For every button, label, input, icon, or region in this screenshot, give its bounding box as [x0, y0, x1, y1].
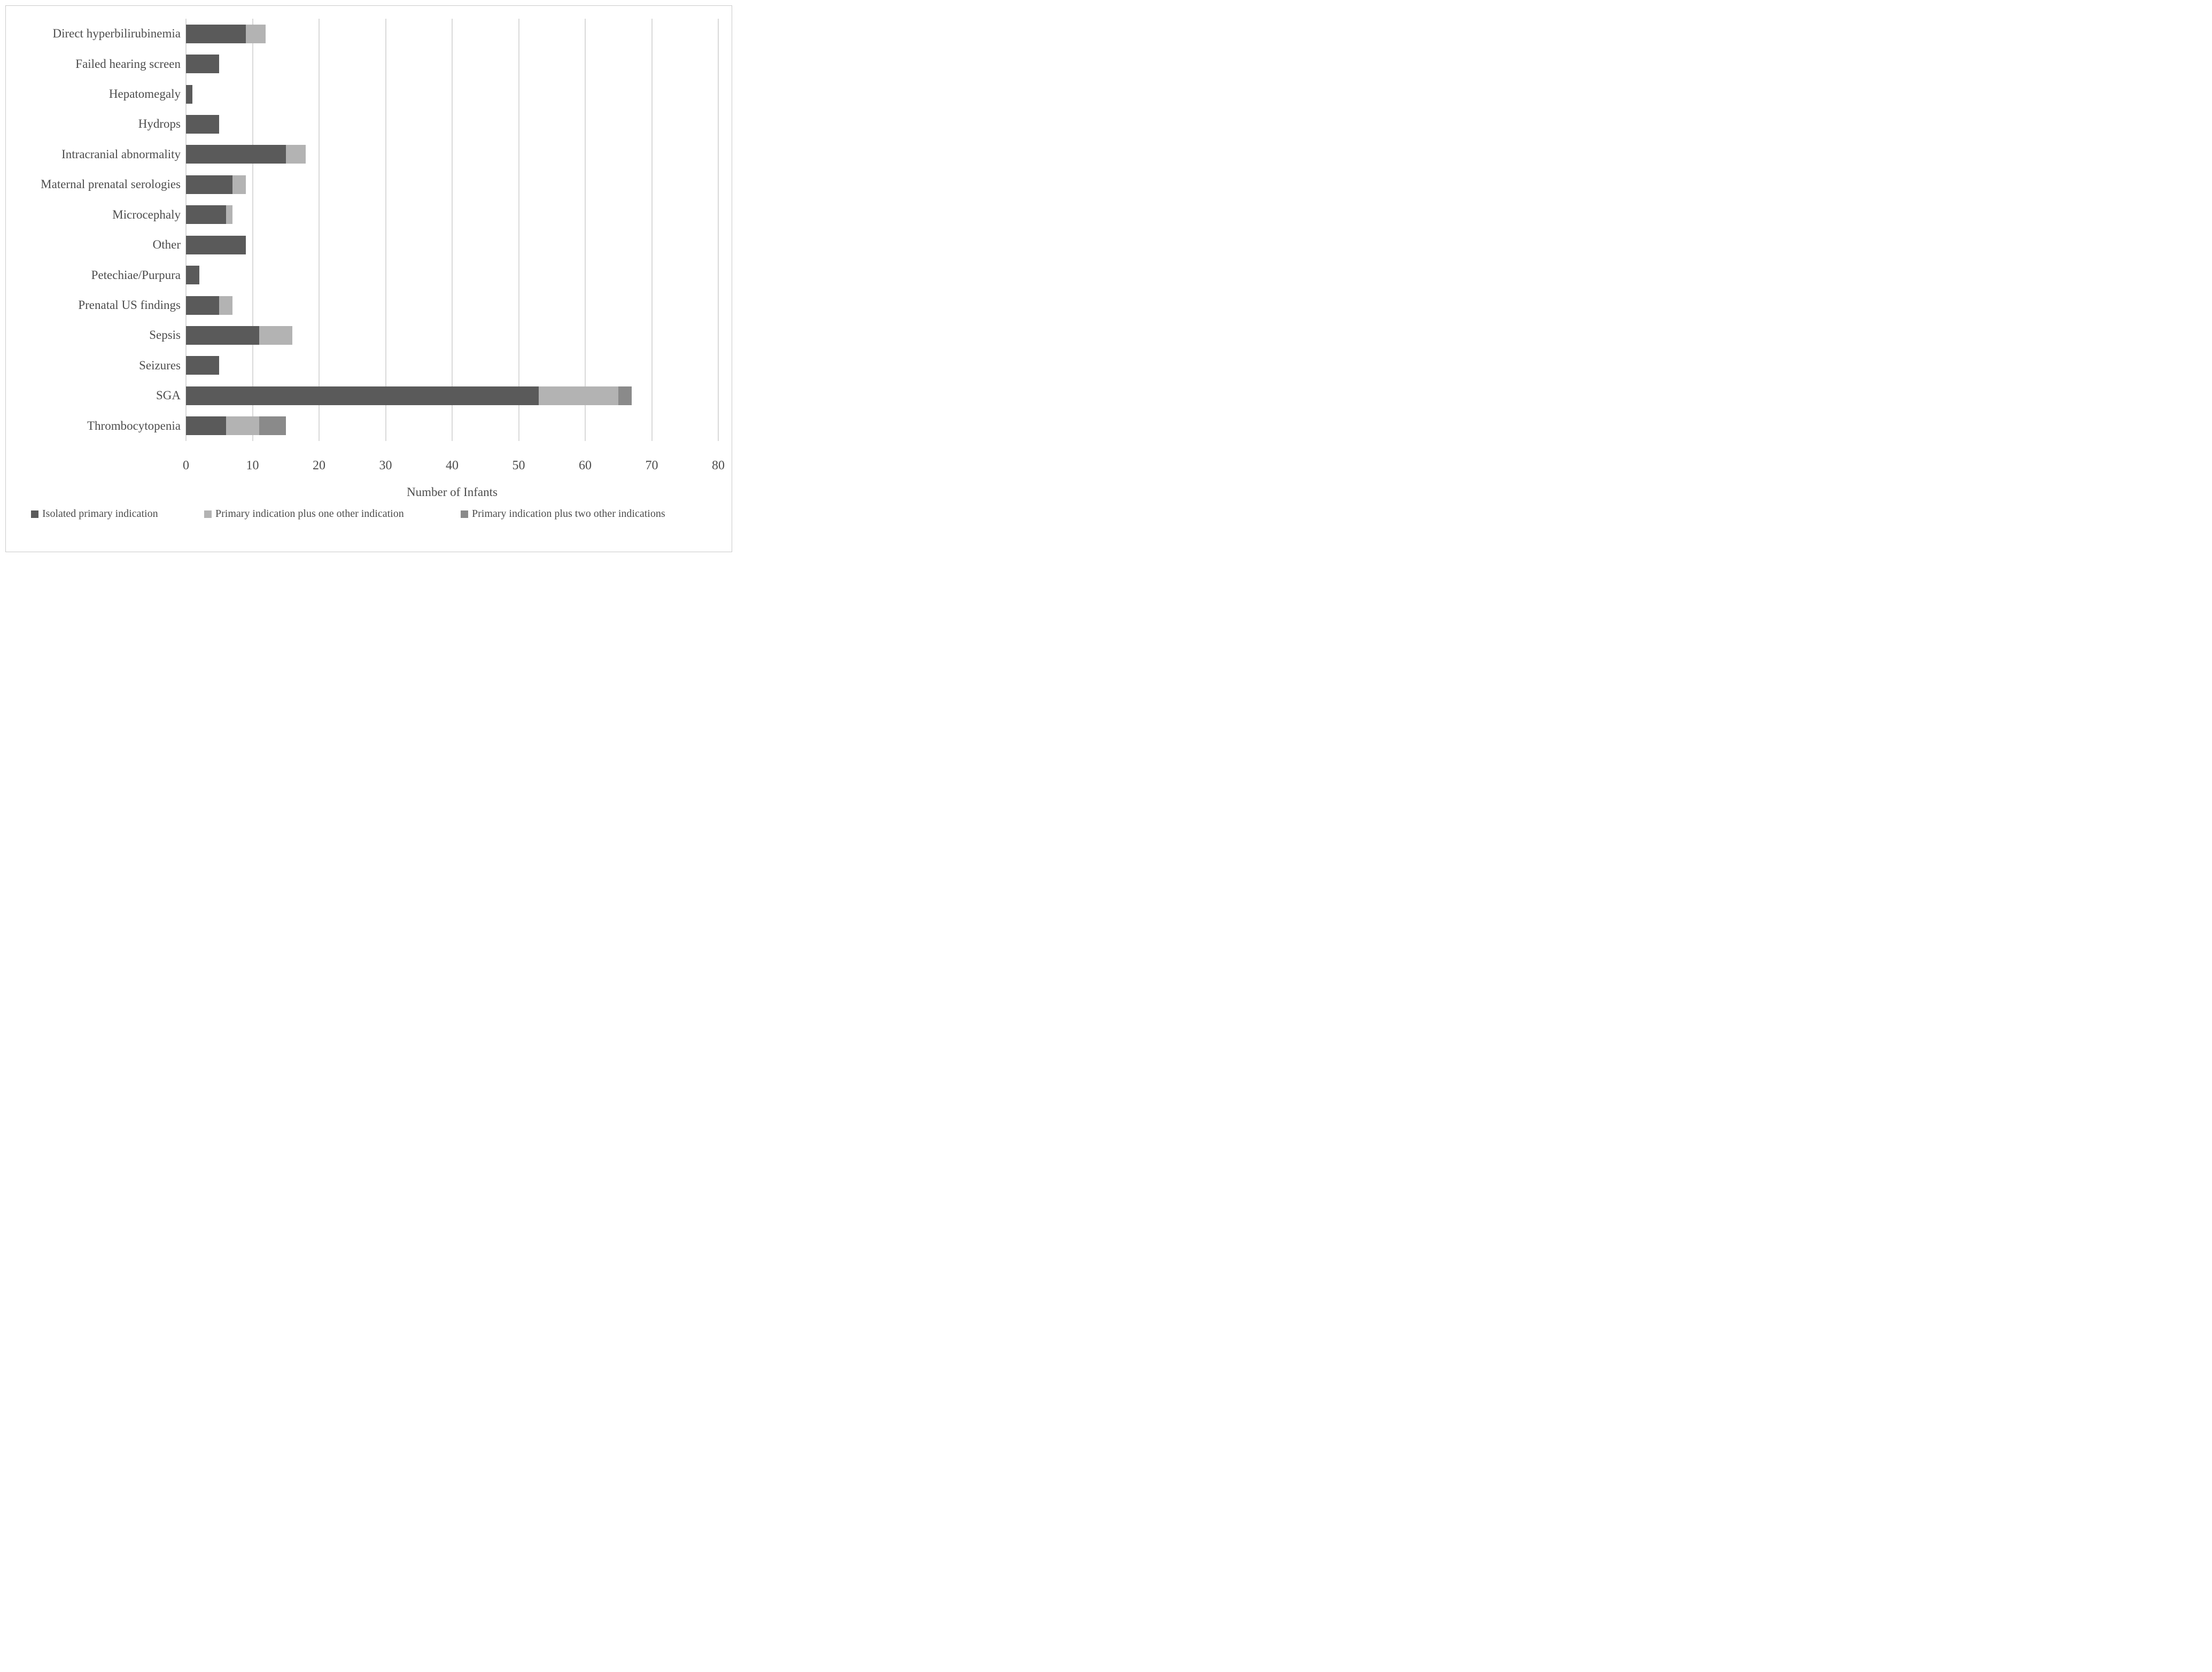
bar-segment-isolated-primary — [186, 84, 193, 104]
category-label: Hydrops — [138, 117, 181, 131]
x-tick-label: 60 — [579, 459, 592, 473]
legend-item: Isolated primary indication — [31, 508, 158, 520]
legend-swatch-plus-one-other — [204, 510, 212, 518]
gridline — [252, 19, 253, 441]
x-tick-label: 0 — [183, 459, 189, 473]
bar-segment-isolated-primary — [186, 266, 199, 285]
x-axis-title: Number of Infants — [407, 485, 498, 499]
gridline — [385, 19, 386, 441]
bar-segment-plus-one-other — [285, 145, 306, 164]
category-label: Hepatomegaly — [108, 87, 181, 101]
gridline — [585, 19, 586, 441]
category-label: Prenatal US findings — [78, 298, 181, 312]
bar-segment-plus-one-other — [219, 296, 233, 315]
bar-segment-isolated-primary — [186, 296, 220, 315]
category-label: Sepsis — [149, 328, 181, 342]
legend-swatch-plus-two-other — [461, 510, 468, 518]
x-tick-label: 20 — [313, 459, 325, 473]
gridline — [452, 19, 453, 441]
bar-segment-plus-two-other — [618, 386, 632, 405]
category-label: Thrombocytopenia — [87, 419, 181, 432]
bar-segment-isolated-primary — [186, 145, 286, 164]
bar-segment-isolated-primary — [186, 205, 226, 225]
category-label: Microcephaly — [112, 207, 181, 221]
gridline — [185, 19, 187, 441]
category-label: Maternal prenatal serologies — [41, 177, 181, 191]
bar-segment-isolated-primary — [186, 24, 246, 43]
gridline — [319, 19, 320, 441]
bar-segment-isolated-primary — [186, 115, 220, 134]
category-label: Failed hearing screen — [75, 57, 181, 71]
legend-swatch-isolated-primary — [31, 510, 38, 518]
legend-item: Primary indication plus one other indica… — [204, 508, 404, 520]
bar-segment-plus-two-other — [259, 416, 286, 436]
gridline — [518, 19, 519, 441]
category-label: Seizures — [139, 358, 181, 372]
x-tick-label: 40 — [446, 459, 459, 473]
legend-label: Primary indication plus two other indica… — [472, 508, 665, 520]
bar-segment-plus-one-other — [226, 205, 233, 225]
bar-segment-isolated-primary — [186, 386, 539, 405]
bar-segment-isolated-primary — [186, 55, 220, 74]
bar-segment-plus-one-other — [246, 24, 266, 43]
legend-item: Primary indication plus two other indica… — [461, 508, 665, 520]
gridline — [718, 19, 719, 441]
category-label: Other — [152, 238, 181, 252]
bar-segment-isolated-primary — [186, 235, 246, 254]
bar-segment-isolated-primary — [186, 326, 259, 345]
bar-segment-isolated-primary — [186, 416, 226, 436]
x-tick-label: 10 — [246, 459, 259, 473]
bar-segment-isolated-primary — [186, 356, 220, 375]
bar-segment-plus-one-other — [232, 175, 246, 194]
bar-segment-plus-one-other — [226, 416, 259, 436]
bar-segment-plus-one-other — [538, 386, 619, 405]
x-tick-label: 50 — [512, 459, 525, 473]
category-label: Petechiae/Purpura — [91, 268, 181, 282]
category-label: Direct hyperbilirubinemia — [52, 27, 181, 41]
stacked-bar-chart-figure: Direct hyperbilirubinemia Failed hearing … — [0, 0, 738, 558]
x-tick-label: 80 — [712, 459, 725, 473]
category-label: Intracranial abnormality — [61, 147, 181, 161]
gridline — [651, 19, 653, 441]
x-tick-label: 70 — [645, 459, 658, 473]
category-label: SGA — [156, 389, 181, 402]
bar-segment-isolated-primary — [186, 175, 233, 194]
legend-label: Isolated primary indication — [42, 508, 158, 520]
x-tick-label: 30 — [379, 459, 392, 473]
legend-label: Primary indication plus one other indica… — [215, 508, 404, 520]
figure-frame — [5, 5, 732, 552]
bar-segment-plus-one-other — [259, 326, 293, 345]
